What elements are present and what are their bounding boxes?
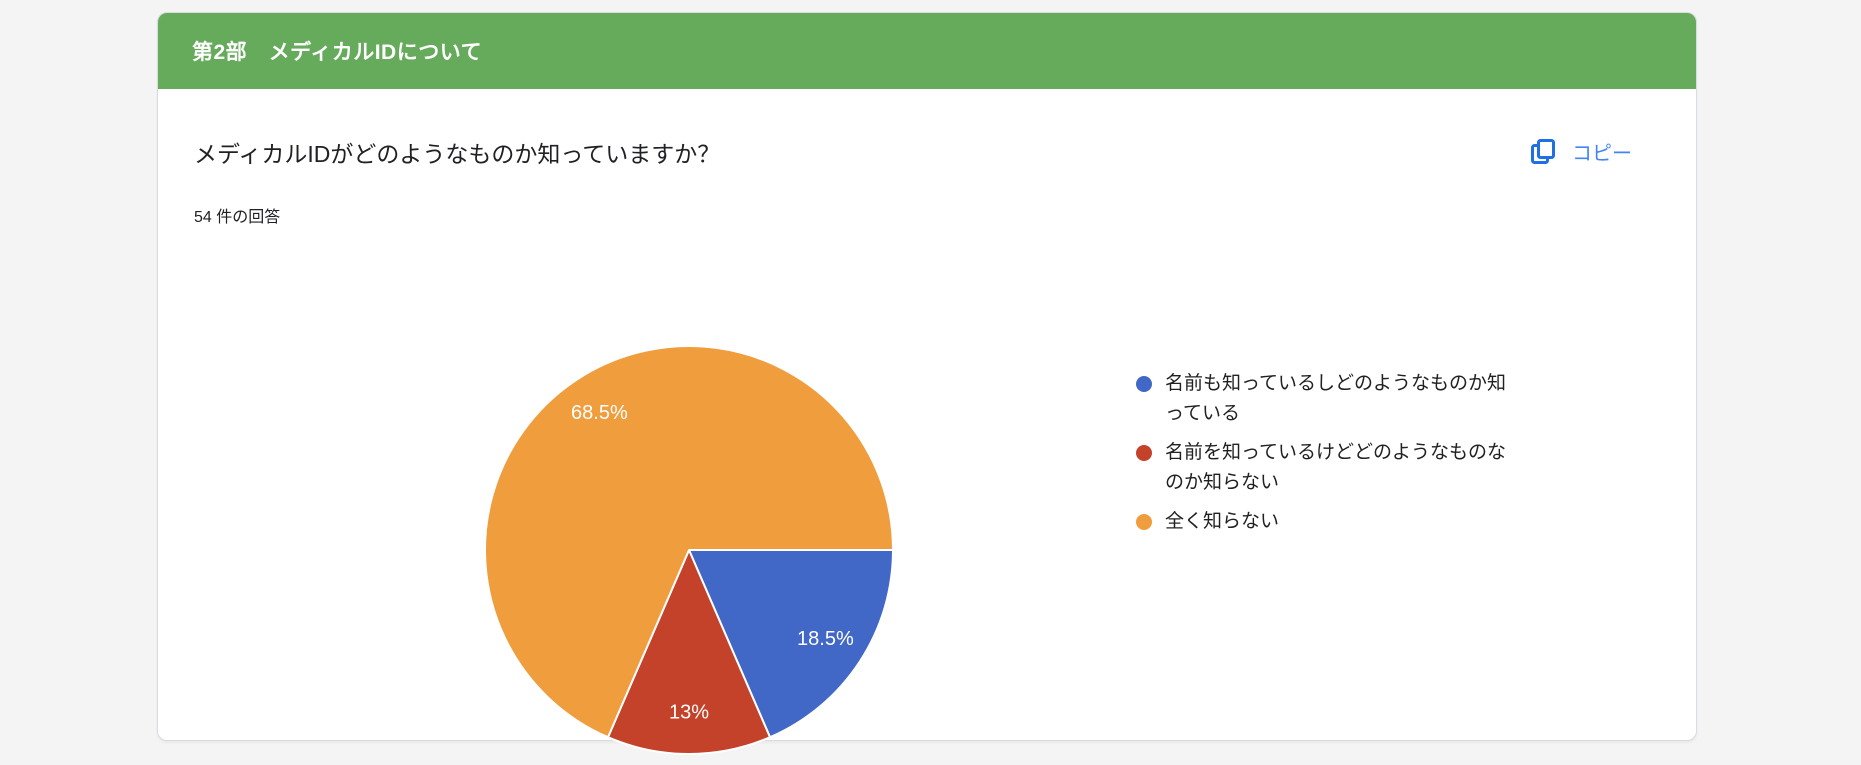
question-title: メディカルIDがどのようなものか知っていますか？ [194,141,721,167]
legend-color-dot [1136,376,1152,392]
pie-chart: 18.5% 13% 68.5% [484,344,894,755]
section-title: 第2部 メディカルIDについて [192,41,483,64]
pie-slice[interactable] [688,549,894,739]
pie-slice[interactable] [606,549,772,755]
copy-button-label: コピー [1572,143,1632,165]
pie-slice-label: 68.5% [571,402,628,424]
response-count: 54 件の回答 [194,209,281,226]
legend-item: 名前も知っているしどのようなものか知っている [1136,369,1576,429]
legend-color-dot [1136,445,1152,461]
card-body: メディカルIDがどのようなものか知っていますか？ 54 件の回答 コピー 18.… [158,89,1696,755]
pie-slice[interactable] [484,344,894,739]
legend-label: 全く知らない [1165,511,1280,532]
pie-slice-label: 18.5% [797,628,854,650]
copy-button[interactable]: コピー [1527,133,1634,170]
pie-chart-container: 18.5% 13% 68.5% [479,340,899,760]
legend-label: 名前を知っているけどどのようなものなのか知らない [1165,442,1507,493]
legend-item: 全く知らない [1136,507,1576,537]
chart-legend: 名前も知っているしどのようなものか知っている 名前を知っているけどどのようなものな… [1136,369,1576,537]
pie-slice-label: 13% [669,701,709,723]
copy-icon [1529,138,1556,165]
section-header: 第2部 メディカルIDについて [158,13,1696,89]
legend-color-dot [1136,514,1152,530]
legend-item: 名前を知っているけどどのようなものなのか知らない [1136,438,1576,498]
legend-label: 名前も知っているしどのようなものか知っている [1165,373,1507,424]
response-card: 第2部 メディカルIDについて メディカルIDがどのようなものか知っていますか？… [157,12,1697,755]
